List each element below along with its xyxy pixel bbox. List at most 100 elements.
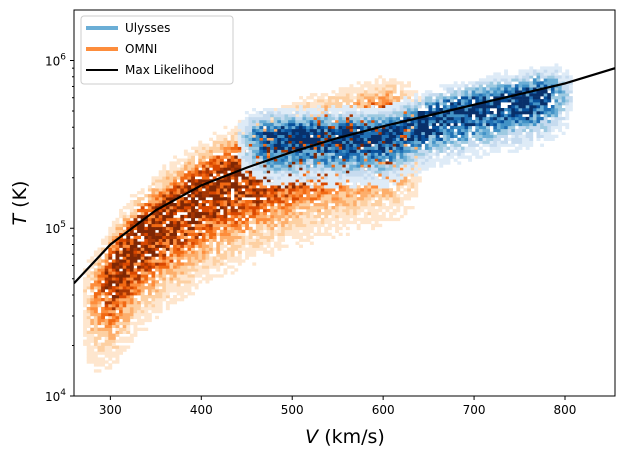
- heatmap-cell: [385, 137, 390, 141]
- heatmap-cell: [162, 200, 167, 204]
- heatmap-cell: [428, 137, 433, 141]
- heatmap-cell: [241, 223, 246, 228]
- heatmap-cell: [122, 280, 127, 284]
- heatmap-cell: [245, 203, 249, 207]
- heatmap-cell: [378, 87, 383, 91]
- heatmap-cell: [86, 324, 91, 328]
- heatmap-cell: [428, 111, 433, 115]
- heatmap-cell: [388, 173, 393, 177]
- heatmap-cell: [122, 265, 127, 269]
- heatmap-cell: [263, 200, 267, 204]
- heatmap-cell: [381, 99, 386, 103]
- heatmap-cell: [334, 170, 339, 174]
- heatmap-cell: [273, 119, 278, 124]
- heatmap-cell: [198, 140, 203, 144]
- heatmap-cell: [115, 321, 120, 326]
- heatmap-cell: [133, 247, 138, 251]
- heatmap-cell: [158, 176, 163, 180]
- heatmap-cell: [273, 149, 278, 153]
- heatmap-cell: [367, 134, 372, 138]
- heatmap-cell: [198, 229, 203, 233]
- heatmap-cell: [298, 143, 303, 147]
- heatmap-cell: [158, 292, 163, 296]
- heatmap-cell: [176, 253, 181, 257]
- heatmap-cell: [111, 247, 116, 251]
- heatmap-cell: [216, 164, 221, 168]
- heatmap-cell: [255, 131, 260, 135]
- heatmap-cell: [428, 164, 433, 168]
- heatmap-cell: [280, 131, 285, 135]
- heatmap-cell: [356, 211, 361, 216]
- heatmap-cell: [252, 140, 256, 144]
- heatmap-cell: [191, 280, 195, 284]
- heatmap-cell: [277, 113, 282, 118]
- heatmap-cell: [169, 185, 174, 189]
- heatmap-cell: [388, 108, 393, 112]
- heatmap-cell: [97, 256, 102, 260]
- heatmap-cell: [306, 173, 310, 177]
- heatmap-cell: [277, 170, 282, 174]
- heatmap-cell: [140, 191, 145, 195]
- heatmap-cell: [162, 292, 167, 296]
- heatmap-cell: [259, 226, 264, 231]
- heatmap-cell: [223, 182, 228, 186]
- heatmap-cell: [176, 259, 181, 263]
- heatmap-cell: [169, 223, 174, 228]
- heatmap-cell: [205, 271, 210, 275]
- heatmap-cell: [93, 324, 98, 328]
- heatmap-cell: [244, 146, 249, 150]
- heatmap-cell: [169, 298, 174, 302]
- heatmap-cell: [111, 229, 116, 233]
- heatmap-cell: [414, 93, 418, 97]
- heatmap-cell: [277, 134, 282, 138]
- heatmap-cell: [173, 194, 177, 198]
- heatmap-cell: [399, 182, 404, 186]
- heatmap-cell: [162, 289, 167, 293]
- heatmap-cell: [316, 146, 321, 150]
- heatmap-cell: [349, 152, 354, 156]
- heatmap-cell: [169, 280, 174, 284]
- heatmap-cell: [417, 146, 422, 150]
- heatmap-cell: [223, 197, 228, 201]
- heatmap-cell: [180, 185, 185, 189]
- heatmap-cell: [90, 306, 95, 311]
- heatmap-cell: [349, 96, 354, 100]
- heatmap-cell: [255, 170, 260, 174]
- heatmap-cell: [299, 206, 303, 210]
- heatmap-cell: [255, 128, 260, 133]
- heatmap-cell: [115, 283, 120, 287]
- heatmap-cell: [385, 113, 390, 118]
- heatmap-cell: [176, 274, 181, 278]
- heatmap-cell: [216, 232, 221, 236]
- heatmap-cell: [140, 250, 145, 254]
- heatmap-cell: [209, 137, 213, 141]
- heatmap-cell: [270, 125, 274, 130]
- heatmap-cell: [396, 155, 400, 159]
- heatmap-cell: [399, 105, 404, 109]
- heatmap-cell: [288, 220, 293, 225]
- heatmap-cell: [259, 247, 264, 251]
- heatmap-cell: [360, 203, 365, 207]
- heatmap-cell: [108, 229, 113, 233]
- heatmap-cell: [263, 164, 267, 168]
- heatmap-cell: [356, 191, 361, 195]
- heatmap-cell: [151, 176, 156, 180]
- heatmap-cell: [320, 170, 325, 174]
- heatmap-cell: [97, 318, 102, 323]
- heatmap-cell: [295, 167, 300, 171]
- heatmap-cell: [234, 226, 239, 231]
- heatmap-cell: [335, 223, 339, 228]
- heatmap-cell: [147, 220, 152, 225]
- heatmap-cell: [374, 81, 379, 85]
- heatmap-cell: [306, 182, 310, 186]
- heatmap-cell: [151, 306, 156, 311]
- heatmap-cell: [410, 146, 415, 150]
- heatmap-cell: [165, 194, 170, 198]
- heatmap-cell: [137, 229, 141, 233]
- heatmap-cell: [111, 309, 116, 314]
- heatmap-cell: [137, 200, 141, 204]
- heatmap-cell: [101, 241, 105, 245]
- heatmap-cell: [345, 116, 350, 121]
- heatmap-cell: [353, 203, 357, 207]
- heatmap-cell: [194, 200, 199, 204]
